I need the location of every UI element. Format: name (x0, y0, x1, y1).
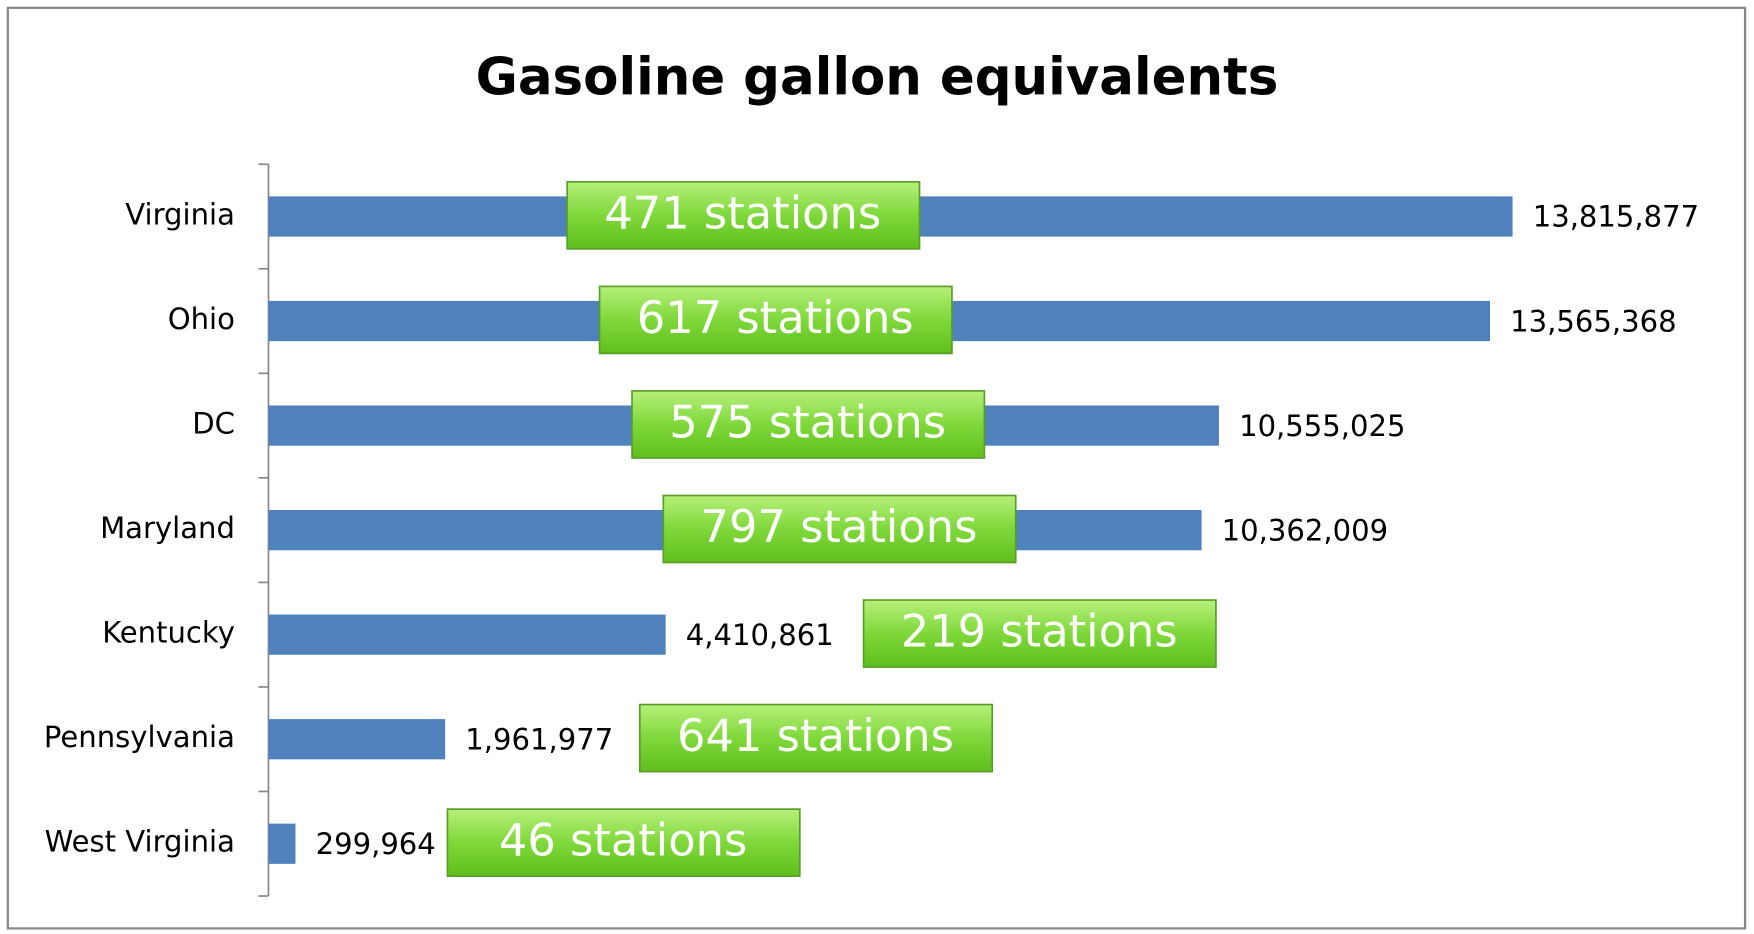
value-label: 13,815,877 (1533, 200, 1699, 234)
category-label: Kentucky (102, 616, 235, 650)
bar (268, 719, 446, 760)
category-label: West Virginia (45, 825, 235, 859)
annotation-box (862, 599, 1217, 668)
annotation-box (631, 390, 986, 459)
category-label: Pennsylvania (44, 720, 235, 754)
category-label: Ohio (168, 302, 235, 336)
annotation-text: 641 stations (677, 709, 954, 762)
value-label: 4,410,861 (686, 618, 834, 652)
annotation-text: 617 stations (637, 291, 914, 344)
category-label: Maryland (100, 511, 235, 545)
value-label: 1,961,977 (465, 722, 613, 756)
chart-border (6, 6, 1747, 930)
value-label: 10,555,025 (1239, 409, 1405, 443)
value-label: 10,362,009 (1222, 513, 1388, 547)
annotation-text: 575 stations (669, 396, 946, 449)
bar (268, 823, 296, 864)
value-label: 299,964 (316, 827, 436, 861)
annotation-text: 471 stations (604, 187, 881, 240)
annotation-box (598, 285, 953, 355)
category-label: DC (192, 407, 235, 441)
chart-title: Gasoline gallon equivalents (476, 47, 1279, 107)
annotation-box (639, 703, 994, 773)
annotation-box (446, 808, 801, 877)
category-label: Virginia (125, 198, 235, 232)
annotation-box (566, 181, 921, 250)
value-label: 13,565,368 (1510, 304, 1676, 338)
bar (268, 614, 666, 655)
annotation-text: 797 stations (701, 500, 978, 553)
annotation-text: 219 stations (901, 605, 1178, 658)
annotation-box (662, 494, 1017, 564)
annotation-text: 46 stations (499, 814, 747, 867)
